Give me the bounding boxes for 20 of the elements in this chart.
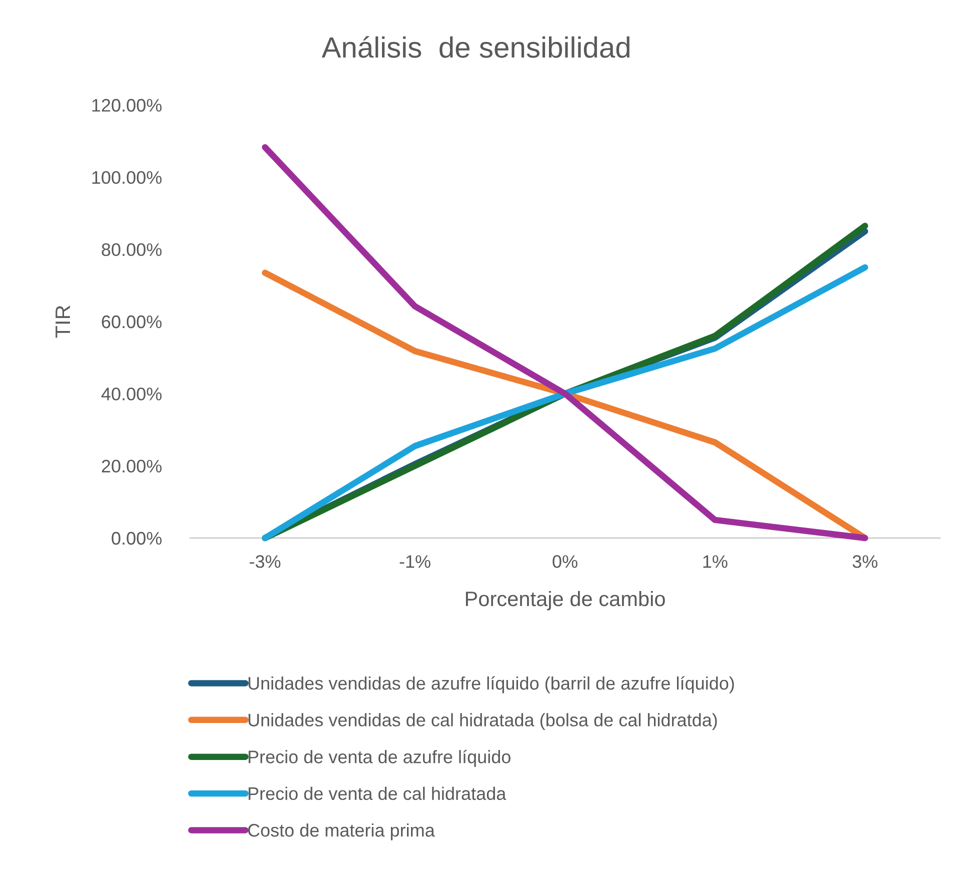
y-tick-label: 120.00% [92,98,162,112]
y-tick-label: 20.00% [102,460,162,473]
y-tick-label: 60.00% [102,315,162,328]
y-tick-label: 40.00% [101,388,162,400]
legend-label: Costo de materia prima [248,823,435,840]
x-tick-label: 0% [552,555,578,568]
x-axis-title: Porcentaje de cambio [466,590,665,610]
x-tick-label: 1% [703,555,728,568]
y-tick-label: 0.00% [112,532,162,545]
legend-label: Unidades vendidas de azufre líquido (barril de azufre líquido) [248,676,734,694]
legend-label: Precio de venta de azufre líquido [248,750,510,767]
y-tick-label: 100.00% [92,171,162,184]
legend-label: Unidades vendidas de cal hidratada (bolsa de cal hidratda) [248,713,717,730]
y-tick-label: 80.00% [102,243,162,256]
chart-title: Análisis de sensibilidad [322,36,630,58]
y-axis-title: TIR [56,306,70,338]
x-tick-label: -3% [250,555,280,568]
legend-label: Precio de venta de cal hidratada [248,786,506,800]
x-tick-label: -1% [400,555,430,568]
x-tick-label: 3% [852,555,878,568]
